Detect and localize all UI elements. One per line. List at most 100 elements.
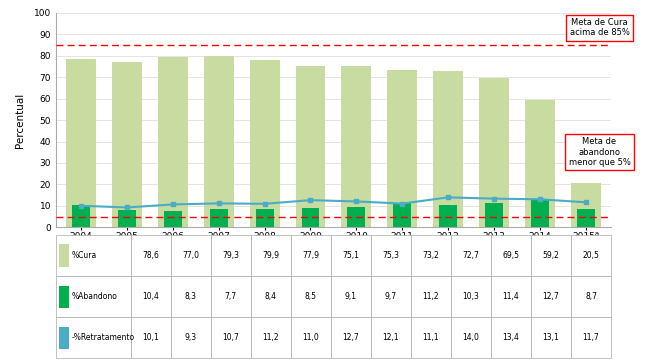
Text: 69,5: 69,5 [503,251,520,260]
Bar [251,235,291,276]
Bar [525,100,555,227]
Bar [342,66,371,227]
Bar [291,317,331,358]
Bar [59,327,69,349]
Text: 12,7: 12,7 [543,292,559,301]
Y-axis label: Percentual: Percentual [15,92,26,148]
Bar [158,57,188,227]
Bar [131,317,171,358]
Text: 10,4: 10,4 [143,292,159,301]
Bar [59,244,69,267]
Text: 73,2: 73,2 [422,251,440,260]
Bar [571,276,611,317]
Bar [451,317,491,358]
Text: 8,7: 8,7 [585,292,597,301]
Text: 75,3: 75,3 [382,251,399,260]
Text: 9,7: 9,7 [385,292,397,301]
Text: 11,4: 11,4 [503,292,519,301]
Bar [211,235,251,276]
Text: 78,6: 78,6 [143,251,159,260]
Bar [394,203,411,227]
Bar [56,235,131,276]
Bar [250,60,279,227]
Text: %Cura: %Cura [72,251,97,260]
Bar [411,317,451,358]
Text: 77,9: 77,9 [302,251,319,260]
Text: 8,3: 8,3 [185,292,197,301]
Text: 7,7: 7,7 [225,292,237,301]
Bar [571,235,611,276]
Bar [531,317,571,358]
Text: 10,7: 10,7 [223,333,239,342]
Text: %Abandono: %Abandono [72,292,117,301]
Text: 13,4: 13,4 [503,333,520,342]
Text: 79,3: 79,3 [222,251,239,260]
Text: 11,2: 11,2 [422,292,440,301]
Bar [291,276,331,317]
Bar [171,276,211,317]
Bar [72,205,90,227]
Bar [331,235,371,276]
Bar [491,317,531,358]
Bar [164,211,182,227]
Bar [491,235,531,276]
Bar [531,200,549,227]
Text: 10,1: 10,1 [143,333,159,342]
Bar [171,235,211,276]
Text: 9,3: 9,3 [185,333,197,342]
Text: 11,0: 11,0 [302,333,319,342]
Bar [112,62,142,227]
Bar [56,317,131,358]
Bar [485,203,503,227]
Bar [411,235,451,276]
Text: 14,0: 14,0 [463,333,480,342]
Bar [131,276,171,317]
Bar [210,209,228,227]
Bar [371,317,411,358]
Text: 77,0: 77,0 [183,251,199,260]
Bar [211,276,251,317]
Bar [433,71,463,227]
Bar [371,235,411,276]
Text: 12,1: 12,1 [382,333,399,342]
Bar [171,317,211,358]
Bar [59,286,69,308]
Text: 20,5: 20,5 [583,251,599,260]
Text: 11,2: 11,2 [263,333,279,342]
Text: 12,7: 12,7 [342,333,359,342]
Bar [118,210,136,227]
Text: 59,2: 59,2 [543,251,559,260]
Text: 13,1: 13,1 [543,333,559,342]
Bar [531,235,571,276]
Bar [531,276,571,317]
Bar [131,235,171,276]
Text: -%Retratamento: -%Retratamento [72,333,135,342]
Text: 8,5: 8,5 [305,292,317,301]
Bar [211,317,251,358]
Text: 9,1: 9,1 [345,292,357,301]
Bar [388,70,417,227]
Bar [66,58,96,227]
Bar [451,276,491,317]
Text: Meta de Cura
acima de 85%: Meta de Cura acima de 85% [570,18,629,38]
Bar [439,205,457,227]
Text: 72,7: 72,7 [463,251,480,260]
Bar [451,235,491,276]
Bar [571,183,600,227]
Text: 11,7: 11,7 [583,333,599,342]
Bar [348,206,365,227]
Text: Meta de
abandono
menor que 5%: Meta de abandono menor que 5% [568,137,631,167]
Bar [331,276,371,317]
Bar [371,276,411,317]
Bar [331,317,371,358]
Bar [251,276,291,317]
Bar [251,317,291,358]
Text: 75,1: 75,1 [342,251,359,260]
Text: 11,1: 11,1 [422,333,440,342]
Bar [577,209,595,227]
Bar [571,317,611,358]
Bar [56,276,131,317]
Bar [291,235,331,276]
Bar [256,209,273,227]
Bar [491,276,531,317]
